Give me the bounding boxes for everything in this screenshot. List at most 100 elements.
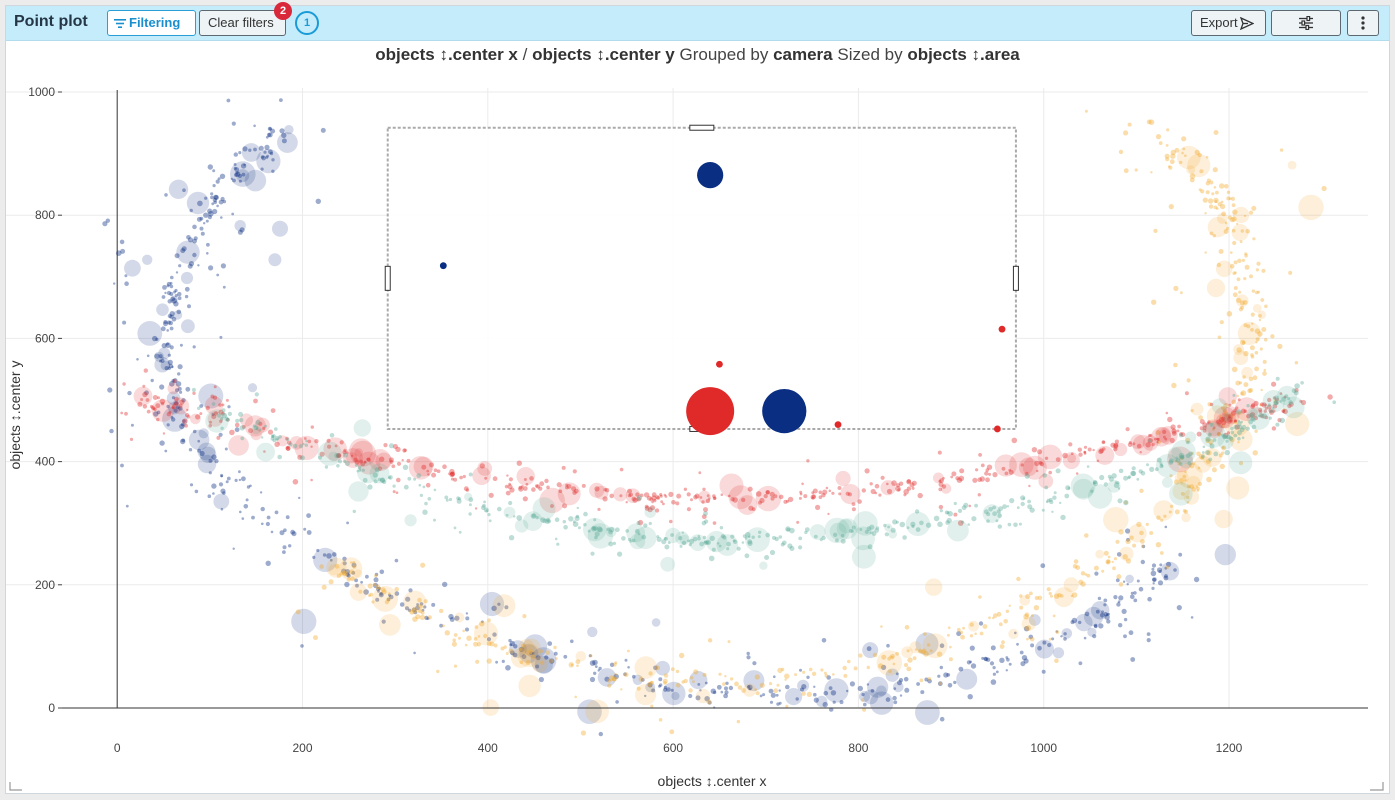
- scatter-point: [205, 405, 210, 410]
- scatter-point: [299, 455, 305, 461]
- more-options-button[interactable]: [1347, 10, 1379, 36]
- scatter-point: [978, 595, 982, 599]
- export-button[interactable]: Export: [1191, 10, 1266, 36]
- scatter-point: [1248, 388, 1254, 393]
- scatter-point: [388, 593, 391, 597]
- scatter-point: [497, 506, 502, 512]
- scatter-point: [167, 313, 173, 319]
- scatter-point: [1052, 495, 1057, 500]
- scatter-point: [113, 282, 116, 285]
- scatter-point: [417, 597, 422, 603]
- scatter-point: [260, 506, 265, 512]
- active-selection-count[interactable]: 1: [295, 11, 319, 35]
- scatter-point: [487, 618, 491, 623]
- scatter-point: [1194, 455, 1212, 473]
- scatter-point: [1232, 209, 1238, 215]
- scatter-point: [1178, 552, 1183, 557]
- scatter-point: [858, 653, 863, 658]
- scatter-point: [1204, 419, 1224, 439]
- selection-handle-right[interactable]: [1012, 265, 1019, 291]
- scatter-point: [167, 299, 172, 304]
- scatter-point: [1061, 628, 1073, 639]
- scatter-point: [1258, 407, 1263, 412]
- scatter-point: [1170, 424, 1176, 430]
- scatter-point: [287, 440, 292, 445]
- resize-corner-left[interactable]: [9, 782, 22, 791]
- scatter-point: [637, 532, 641, 536]
- selection-handle-left[interactable]: [384, 265, 391, 291]
- scatter-point: [1016, 642, 1019, 646]
- scatter-point: [961, 520, 965, 524]
- scatter-point: [977, 477, 982, 483]
- scatter-point: [1221, 416, 1226, 421]
- scatter-point: [1073, 559, 1079, 564]
- scatter-point: [1156, 567, 1163, 573]
- scatter-point: [181, 319, 195, 334]
- plot-settings-button[interactable]: [1271, 10, 1341, 36]
- scatter-point: [259, 491, 263, 494]
- clear-filters-button[interactable]: Clear filters: [199, 10, 286, 36]
- scatter-point: [583, 511, 588, 517]
- scatter-point: [413, 477, 417, 481]
- scatter-point: [1214, 200, 1218, 203]
- scatter-point: [906, 649, 910, 653]
- scatter-point: [220, 475, 223, 478]
- scatter-point: [349, 569, 355, 575]
- scatter-point: [302, 442, 305, 446]
- selection-handle-top[interactable]: [689, 124, 715, 131]
- scatter-point: [1255, 268, 1259, 272]
- scatter-point: [231, 212, 235, 216]
- scatter-point: [1181, 136, 1187, 142]
- scatter-point: [1022, 455, 1047, 480]
- scatter-point: [142, 404, 148, 409]
- scatter-point: [1226, 311, 1233, 317]
- scatter-point: [617, 551, 623, 557]
- scatter-point: [1264, 415, 1269, 420]
- scatter-point: [221, 403, 225, 407]
- scatter-point: [379, 614, 401, 636]
- scatter-point: [804, 527, 810, 532]
- scatter-point: [1083, 450, 1086, 454]
- scatter-point: [1171, 382, 1177, 389]
- scatter-point: [239, 227, 245, 233]
- scatter-point: [356, 469, 360, 473]
- scatter-point: [1103, 507, 1129, 533]
- scatter-point: [372, 586, 398, 612]
- scatter-point: [985, 657, 991, 662]
- scatter-point: [1233, 344, 1245, 355]
- scatter-point: [516, 460, 522, 466]
- scatter-point: [1118, 582, 1124, 587]
- scatter-point: [870, 689, 875, 693]
- scatter-point: [380, 477, 385, 483]
- filtering-button[interactable]: Filtering: [107, 10, 196, 36]
- scatter-point: [681, 531, 684, 534]
- scatter-point: [1189, 463, 1195, 469]
- scatter-point: [226, 417, 230, 422]
- scatter-point: [1070, 473, 1096, 499]
- scatter-point: [1233, 420, 1238, 425]
- scatter-point: [1186, 378, 1191, 383]
- scatter-point: [267, 429, 274, 435]
- scatter-point: [853, 511, 878, 536]
- scatter-point: [859, 691, 870, 702]
- scatter-point: [375, 452, 393, 470]
- scatter-point: [919, 520, 924, 526]
- scatter-point: [1288, 400, 1293, 405]
- scatter-point: [1262, 390, 1286, 413]
- scatter-point: [659, 683, 663, 687]
- scatter-point: [1260, 298, 1265, 302]
- scatter-point: [479, 591, 505, 617]
- resize-corner-right[interactable]: [1370, 782, 1384, 791]
- scatter-point: [776, 683, 780, 687]
- scatter-point: [747, 684, 753, 690]
- scatter-point: [326, 553, 332, 559]
- scatter-point: [813, 692, 817, 697]
- scatter-point: [1240, 391, 1244, 396]
- scatter-point: [198, 428, 209, 439]
- scatter-point: [1245, 426, 1250, 431]
- scatter-point: [699, 541, 705, 547]
- scatter-point: [317, 441, 342, 466]
- scatter-point: [634, 526, 657, 550]
- panel-toolbar: Point plot Filtering Clear filters 2 1 E…: [6, 2, 1389, 41]
